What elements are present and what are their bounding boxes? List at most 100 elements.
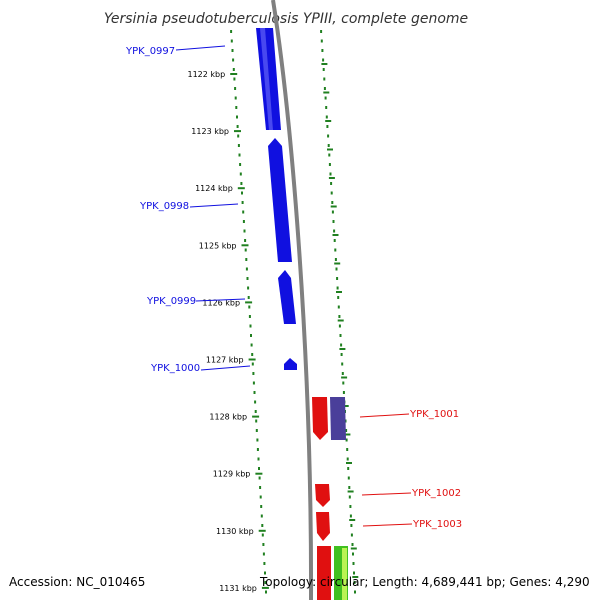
outer-guide-dot: [324, 96, 327, 100]
position-tick-label: 1127 kbp: [206, 356, 244, 365]
inner-guide-dot: [246, 277, 249, 280]
outer-guide-dot: [348, 495, 351, 499]
inner-guide-dot: [254, 410, 257, 413]
inner-guide-dot: [241, 191, 243, 195]
gene-label[interactable]: YPK_1000: [150, 363, 200, 374]
outer-guide-dot: [341, 362, 344, 366]
forward-strand-genes: [312, 397, 348, 600]
outer-guide-dot: [321, 49, 324, 52]
outer-guide-dot: [322, 58, 325, 62]
outer-guide-dot: [325, 115, 328, 119]
outer-guide-dot: [334, 248, 337, 252]
accession-text: Accession: NC_010465: [9, 575, 145, 589]
gene-next-green-highlight: [342, 548, 347, 600]
gene-label[interactable]: YPK_0997: [125, 46, 175, 57]
outer-guide-dot: [333, 239, 336, 242]
gene-label[interactable]: YPK_1002: [411, 488, 461, 499]
genome-summary-text: Topology: circular; Length: 4,689,441 bp…: [259, 575, 590, 589]
position-tick-label: 1122 kbp: [187, 70, 225, 79]
position-tick-label: 1130 kbp: [216, 527, 254, 536]
label-leader: [361, 492, 412, 496]
label-leader: [189, 203, 239, 208]
inner-guide-dot: [247, 286, 250, 290]
inner-guide-dot: [261, 524, 264, 527]
gene-ypk-1001[interactable]: [312, 397, 328, 440]
outer-guide-dot: [341, 372, 344, 375]
inner-guide-dot: [236, 125, 239, 128]
outer-guide-dot: [350, 533, 353, 537]
inner-guide-dot: [242, 210, 245, 214]
inner-guide-dot: [252, 381, 255, 385]
outer-guide-dot: [328, 153, 331, 157]
right-gene-labels: YPK_1001 YPK_1002 YPK_1003: [359, 409, 462, 530]
outer-guide-dot: [327, 144, 330, 147]
outer-guide-dot: [348, 486, 351, 489]
outer-guide-dot: [349, 514, 352, 518]
inner-guide-dot: [247, 296, 250, 299]
inner-guide-dot: [245, 258, 248, 261]
outer-guide-dot: [336, 286, 339, 290]
inner-guide-dot: [260, 505, 263, 508]
inner-guide-dot: [258, 476, 261, 480]
outer-guide-dot: [327, 134, 330, 138]
position-tick-label: 1123 kbp: [191, 127, 229, 136]
gene-ypk-1001b[interactable]: [330, 397, 346, 440]
inner-guide-dot: [244, 248, 247, 252]
label-leader: [362, 523, 413, 527]
gene-ypk-1000[interactable]: [284, 358, 297, 370]
label-leader: [175, 45, 226, 51]
outer-guide-dot: [353, 581, 356, 584]
outer-guide-dot: [336, 277, 339, 280]
outer-guide-dot: [331, 210, 334, 214]
position-tick-label: 1131 kbp: [219, 584, 257, 593]
outer-guide-dot: [330, 182, 333, 185]
inner-guide-dot: [237, 144, 240, 147]
outer-guide-dot: [335, 267, 338, 271]
inner-guide-dot: [262, 552, 265, 556]
map-title: Yersinia pseudotuberculosis YPIII, compl…: [104, 11, 468, 27]
outer-guide-dot: [338, 315, 341, 318]
inner-guide-dot: [255, 429, 258, 432]
inner-guide-dot: [233, 77, 236, 81]
outer-guide-dot: [347, 467, 350, 470]
inner-guide-dot: [261, 533, 264, 537]
label-leader: [359, 413, 410, 418]
inner-guide-dot: [245, 267, 248, 271]
gene-label[interactable]: YPK_0998: [139, 201, 189, 212]
inner-guide-dot: [230, 30, 233, 33]
position-tick-label: 1126 kbp: [202, 298, 240, 307]
label-leader: [200, 365, 251, 371]
outer-guide-dot: [350, 524, 353, 527]
gene-next-red[interactable]: [317, 546, 331, 600]
inner-guide-dot: [234, 96, 237, 100]
gene-ypk-1003[interactable]: [316, 512, 330, 541]
outer-guide-dot: [352, 552, 354, 556]
label-leader: [195, 298, 246, 302]
outer-guide-dot: [339, 334, 342, 337]
inner-guide-dot: [256, 448, 259, 451]
outer-guide-dot: [337, 296, 340, 299]
gene-label[interactable]: YPK_1003: [412, 519, 462, 530]
inner-guide-dot: [264, 571, 266, 575]
inner-guide-dot: [249, 324, 252, 328]
inner-guide-dot: [240, 182, 243, 185]
inner-guide-dot: [243, 229, 246, 233]
outer-guide-dot: [332, 220, 335, 223]
inner-guide-dot: [252, 372, 255, 375]
inner-guide-dot: [265, 590, 267, 594]
inner-guide-dot: [235, 106, 238, 109]
inner-guide-dot: [259, 486, 262, 489]
inner-guide-dot: [264, 581, 267, 584]
outer-guide-dot: [342, 381, 345, 385]
gene-label[interactable]: YPK_0999: [146, 296, 196, 307]
gene-label[interactable]: YPK_1001: [409, 409, 459, 420]
gene-ypk-1002[interactable]: [315, 484, 330, 507]
inner-guide-dot: [232, 58, 235, 62]
gene-ypk-0999[interactable]: [278, 270, 296, 324]
genome-backbone: [271, 0, 314, 601]
inner-guide-dot: [259, 495, 262, 499]
outer-guide-dot: [337, 305, 340, 309]
outer-guide-dot: [338, 324, 341, 328]
gene-ypk-0998[interactable]: [268, 138, 292, 262]
